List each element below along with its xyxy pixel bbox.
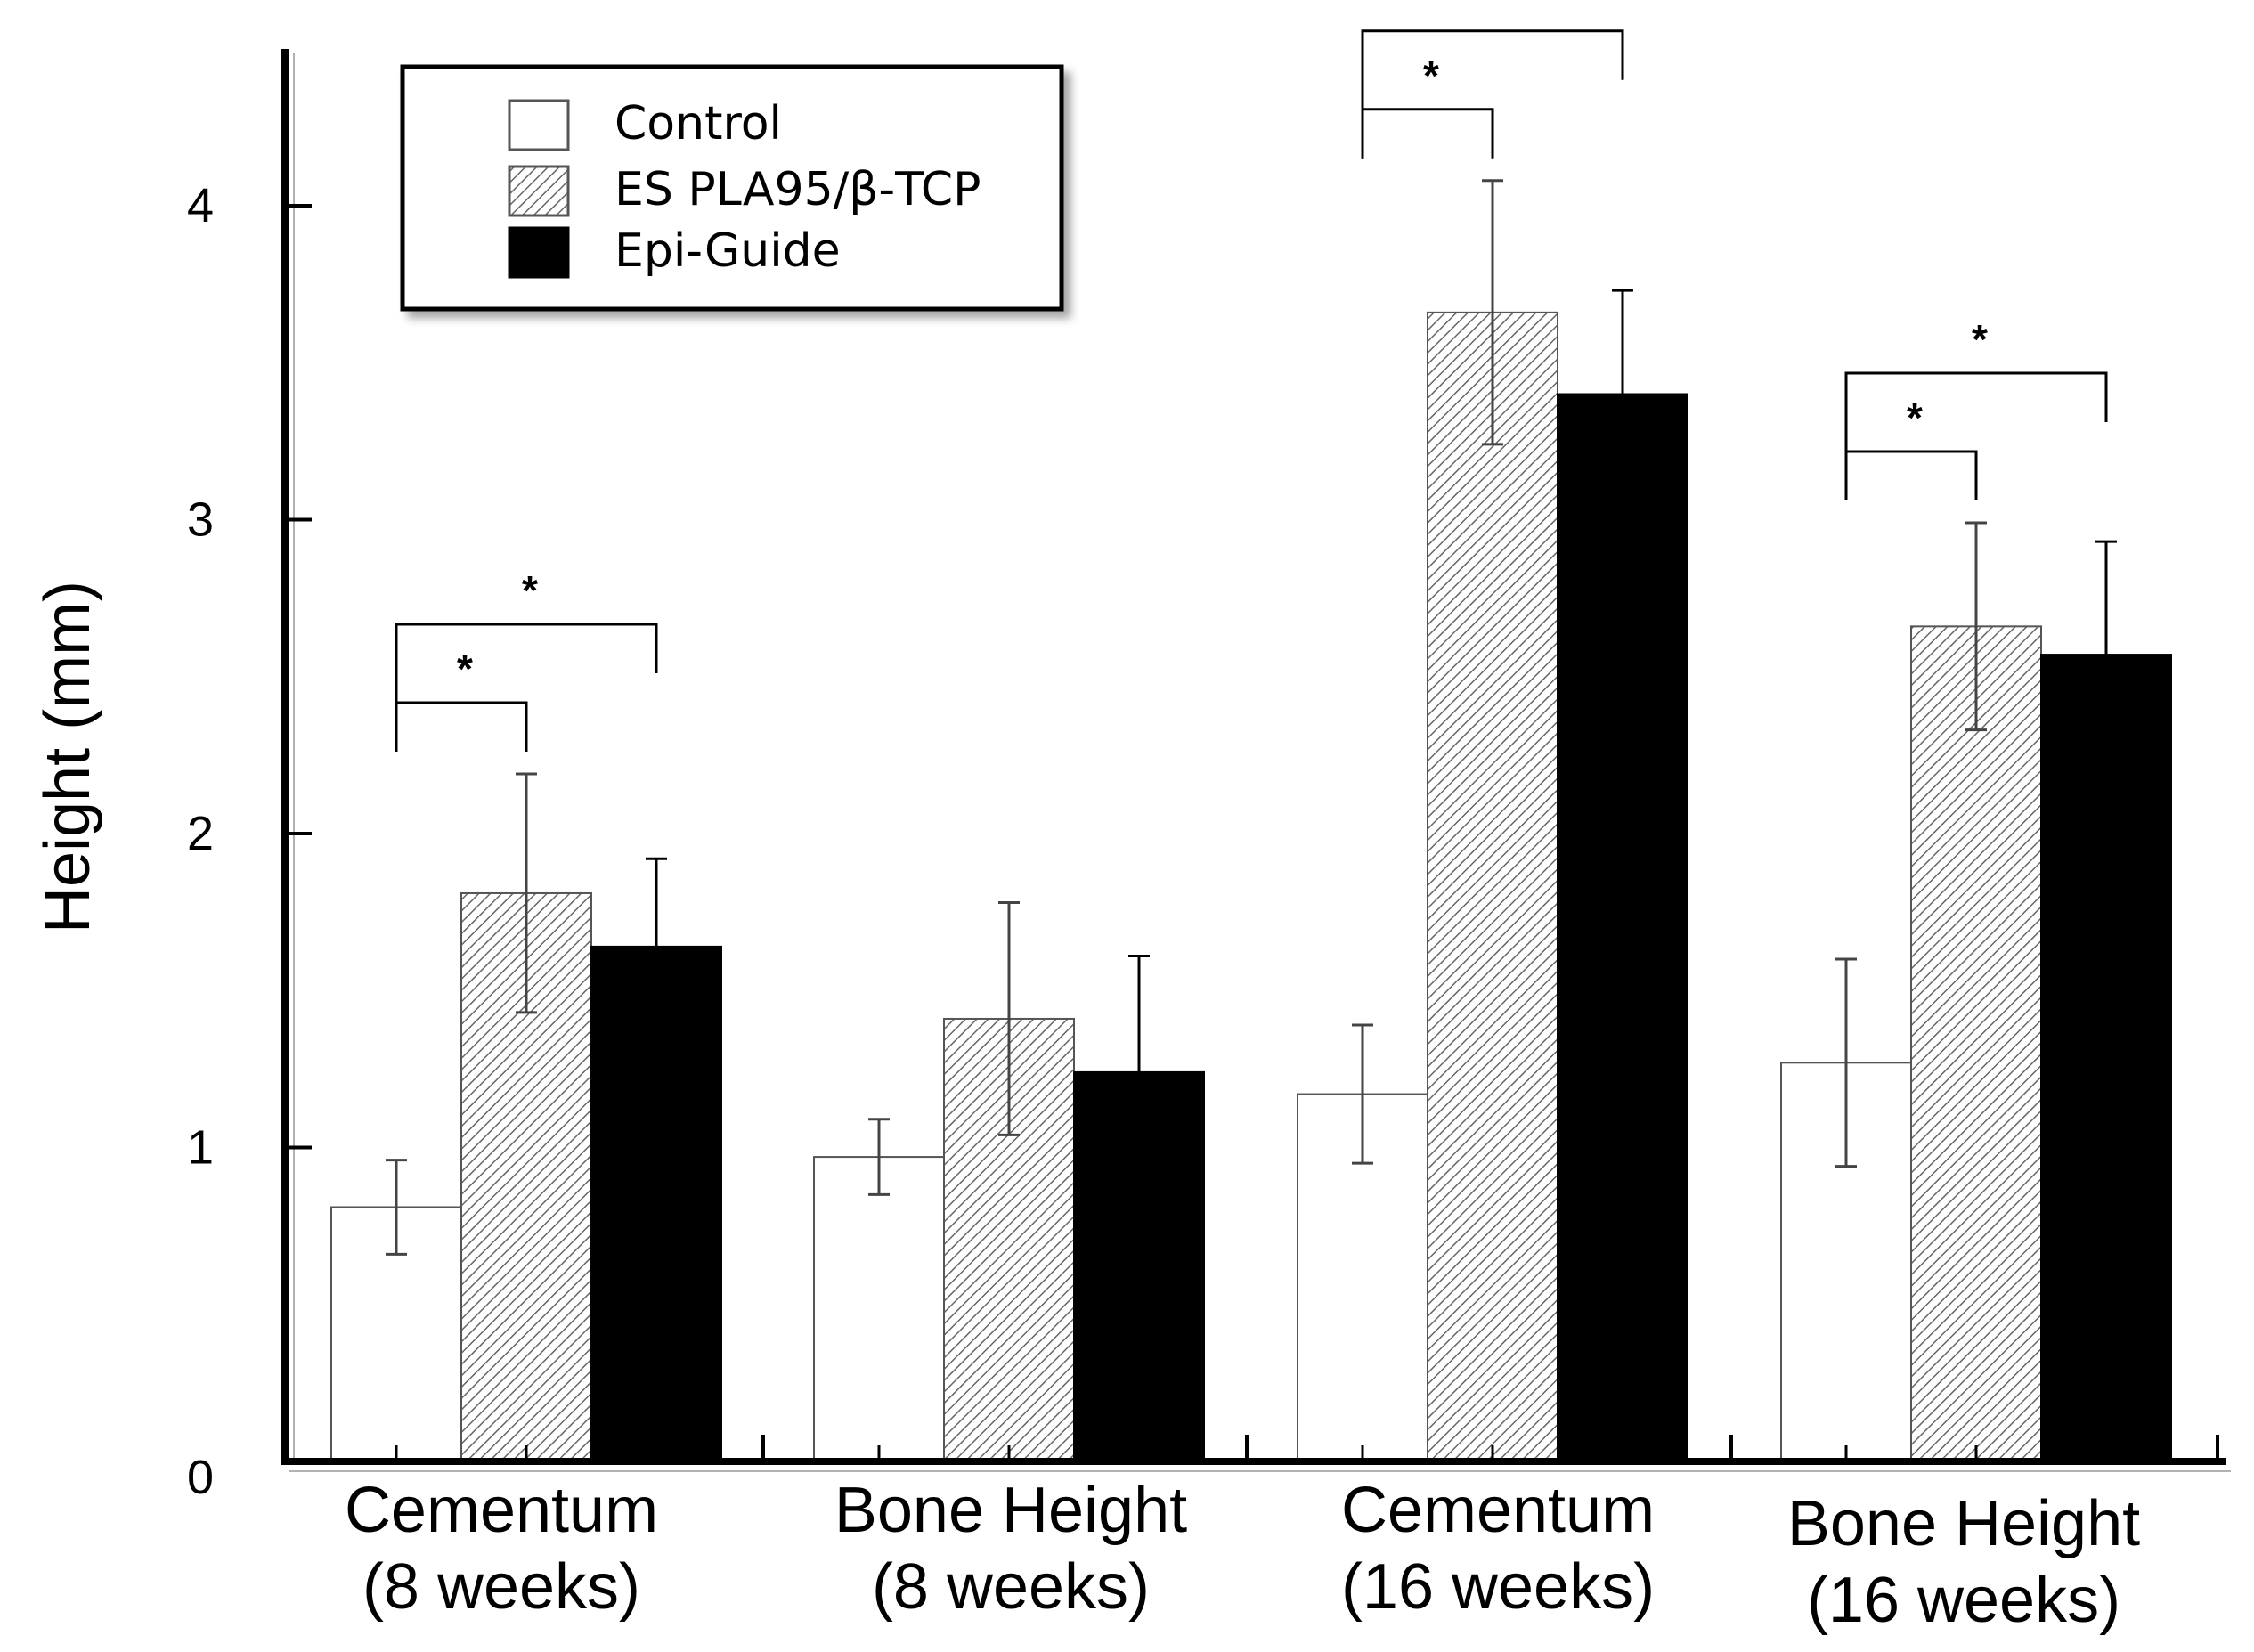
significance-bracket-2: * (1361, 53, 1494, 159)
error-bar-s2-cat2 (1612, 289, 1633, 395)
significance-bracket-5: * (1844, 316, 2108, 501)
category-label-0: Cementum (8 weeks) (345, 1475, 658, 1623)
error-bar-s0-cat2 (1352, 1023, 1373, 1165)
y-tick-label-2: 2 (187, 807, 214, 860)
legend-swatch-control (508, 99, 570, 151)
legend-label-epi-guide: Epi-Guide (614, 224, 841, 278)
axes (281, 49, 2231, 1472)
error-bar-s1-cat3 (1965, 521, 1987, 732)
bar-epi-guide-cat2 (1557, 393, 1688, 1462)
category-label-3: Bone Height (16 weeks) (1787, 1488, 2140, 1636)
significance-layer: * * * * * * (395, 0, 2108, 753)
legend-swatch-es-pla95 (508, 165, 570, 217)
bar-epi-guide-cat0 (590, 945, 722, 1462)
error-bars-layer (386, 179, 2117, 1256)
category-label-2: Cementum (16 weeks) (1341, 1475, 1655, 1623)
significance-bracket-0: * (395, 646, 528, 753)
bar-es-pla95-tcp-cat3 (1910, 625, 2042, 1462)
error-bar-s1-cat0 (516, 772, 537, 1014)
error-bar-s2-cat0 (646, 857, 667, 947)
bars-layer (330, 311, 2172, 1463)
error-bar-s2-cat3 (2095, 540, 2117, 655)
significance-star-4: * (1907, 395, 1923, 441)
error-bar-s1-cat1 (998, 901, 1020, 1136)
significance-bracket-1: * (395, 567, 658, 753)
legend-label-control: Control (614, 97, 782, 151)
y-axis-label: Height (mm) (32, 581, 103, 933)
error-bar-s1-cat2 (1482, 179, 1503, 446)
significance-star-0: * (457, 646, 473, 692)
bar-epi-guide-cat3 (2040, 654, 2172, 1462)
y-ticks: 0 1 2 3 4 (187, 179, 312, 1504)
y-tick-label-1: 1 (187, 1121, 214, 1175)
bar-epi-guide-cat1 (1073, 1070, 1205, 1463)
significance-bracket-4: * (1844, 395, 1978, 501)
error-bar-s2-cat1 (1128, 954, 1150, 1072)
error-bar-s0-cat0 (386, 1159, 407, 1256)
significance-star-3: * (1488, 0, 1504, 20)
error-bar-s0-cat3 (1835, 957, 1857, 1168)
y-tick-label-4: 4 (187, 179, 214, 232)
y-tick-label-3: 3 (187, 493, 214, 547)
x-ticks (395, 1435, 2219, 1461)
category-label-1: Bone Height (8 weeks) (834, 1475, 1187, 1623)
significance-bracket-3: * (1361, 0, 1624, 159)
y-tick-label-0: 0 (187, 1451, 214, 1504)
legend-label-es-pla95: ES PLA95/β-TCP (614, 163, 981, 216)
legend-swatch-epi-guide (508, 226, 570, 279)
error-bar-s0-cat1 (868, 1118, 890, 1196)
significance-star-1: * (522, 567, 538, 614)
significance-star-5: * (1972, 316, 1988, 362)
significance-star-2: * (1423, 53, 1439, 99)
bar-control-cat1 (813, 1156, 945, 1462)
legend: Control ES PLA95/β-TCP Epi-Guide (400, 64, 1064, 312)
bar-es-pla95-tcp-cat2 (1427, 311, 1558, 1463)
